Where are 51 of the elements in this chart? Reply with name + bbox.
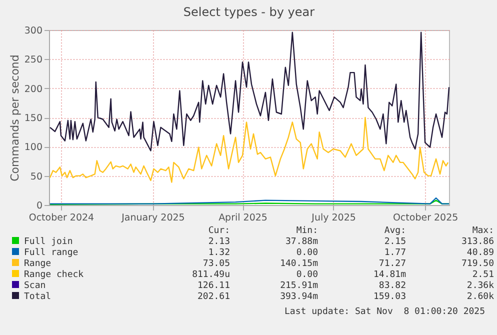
- x-tick-label: April 2025: [218, 212, 268, 224]
- text: 1.77: [383, 248, 406, 259]
- text: 140.15m: [279, 259, 318, 270]
- text: 73.05: [202, 259, 230, 270]
- text: 719.50: [460, 259, 494, 270]
- text: 811.49u: [191, 270, 230, 281]
- text: Max:: [471, 226, 494, 237]
- line-series: [49, 32, 450, 152]
- y-tick-label: 300: [24, 26, 42, 36]
- text: 2.13: [207, 237, 230, 248]
- legend-label: Range: [23, 259, 52, 270]
- text: 126.11: [196, 281, 230, 292]
- x-tick-label: October 2024: [28, 212, 94, 224]
- legend-label: Full range: [23, 248, 80, 259]
- line-series: [49, 116, 449, 183]
- text: 83.82: [378, 281, 406, 292]
- text: 2.36k: [466, 281, 494, 292]
- text: 40.89: [466, 248, 494, 259]
- text: Avg:: [383, 226, 406, 237]
- y-axis-title: Commands per second: [8, 54, 22, 182]
- y-tick-label: 150: [24, 113, 42, 124]
- text: 0.00: [295, 270, 318, 281]
- x-tick-label: January 2025: [120, 212, 185, 224]
- y-tick-label: 0: [36, 200, 42, 212]
- legend-label: Scan: [23, 281, 47, 292]
- text: 71.27: [378, 259, 406, 270]
- text: 0.00: [295, 248, 318, 259]
- y-tick-label: 100: [24, 142, 42, 154]
- legend-label: Range check: [23, 270, 85, 281]
- text: 2.60k: [466, 292, 494, 303]
- x-tick-label: July 2025: [310, 212, 356, 224]
- legend-label: Full join: [23, 237, 74, 248]
- y-tick-label: 200: [24, 84, 42, 95]
- y-tick-label: 250: [24, 54, 42, 66]
- text: 2.15: [383, 237, 406, 248]
- x-tick-label: October 2025: [392, 212, 458, 224]
- text: 393.94m: [279, 292, 318, 303]
- text: Cur:: [207, 226, 230, 237]
- text: 2.51: [471, 270, 494, 281]
- y-tick-label: 50: [30, 171, 42, 182]
- text: 159.03: [372, 292, 406, 303]
- text: 202.61: [196, 292, 230, 303]
- text: 37.88m: [284, 237, 318, 248]
- text: 215.91m: [279, 281, 318, 292]
- text: Last update: Sat Nov 8 01:00:20 2025: [284, 307, 485, 317]
- text: Min:: [295, 226, 318, 237]
- text: 313.86: [460, 237, 494, 248]
- text: 14.81m: [372, 270, 406, 281]
- legend-label: Total: [23, 292, 52, 303]
- text: 1.32: [207, 248, 230, 259]
- chart-title: Select types - by year: [183, 5, 315, 19]
